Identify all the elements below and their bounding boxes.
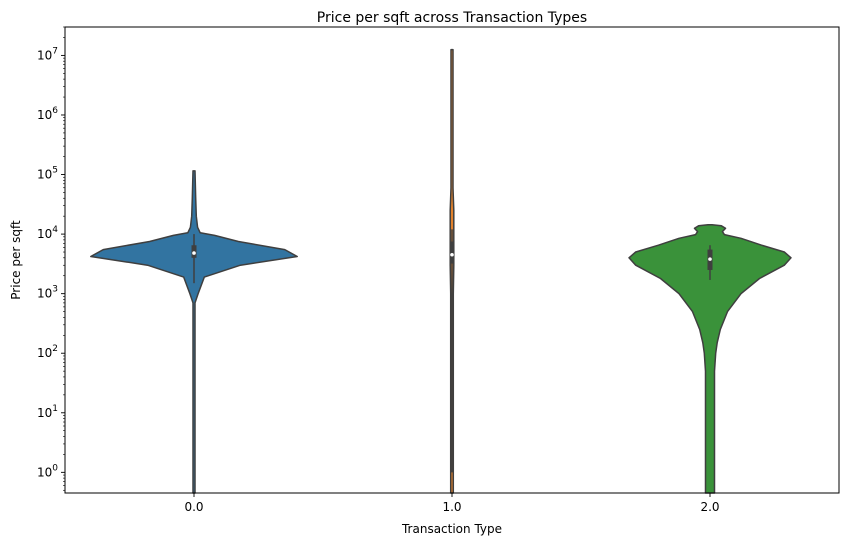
x-axis: 0.0 1.0 2.0	[184, 493, 720, 514]
violin-2.0	[628, 224, 792, 494]
median-marker-0.0	[192, 251, 196, 255]
median-marker-2.0	[708, 257, 712, 261]
y-tick-label: 105	[37, 166, 58, 182]
y-tick-label: 100	[37, 463, 58, 479]
x-tick-label: 0.0	[184, 500, 203, 514]
y-tick-label: 104	[37, 225, 58, 241]
y-axis-title: Price per sqft	[9, 220, 23, 300]
y-tick-label: 106	[37, 106, 58, 122]
violin-0.0	[90, 170, 298, 494]
y-tick-label: 102	[37, 344, 58, 360]
x-tick-label: 2.0	[700, 500, 719, 514]
y-tick-label: 107	[37, 46, 58, 62]
chart-title: Price per sqft across Transaction Types	[317, 10, 587, 26]
median-marker-1.0	[450, 252, 454, 257]
y-tick-label: 103	[37, 285, 58, 301]
y-tick-label: 101	[37, 404, 58, 420]
x-tick-label: 1.0	[442, 500, 461, 514]
x-axis-title: Transaction Type	[401, 522, 502, 536]
y-axis: 100 101 102 103 104 105 106 107	[37, 26, 65, 491]
violin-layer	[90, 48, 792, 494]
iqr-box-1.0	[449, 241, 455, 264]
